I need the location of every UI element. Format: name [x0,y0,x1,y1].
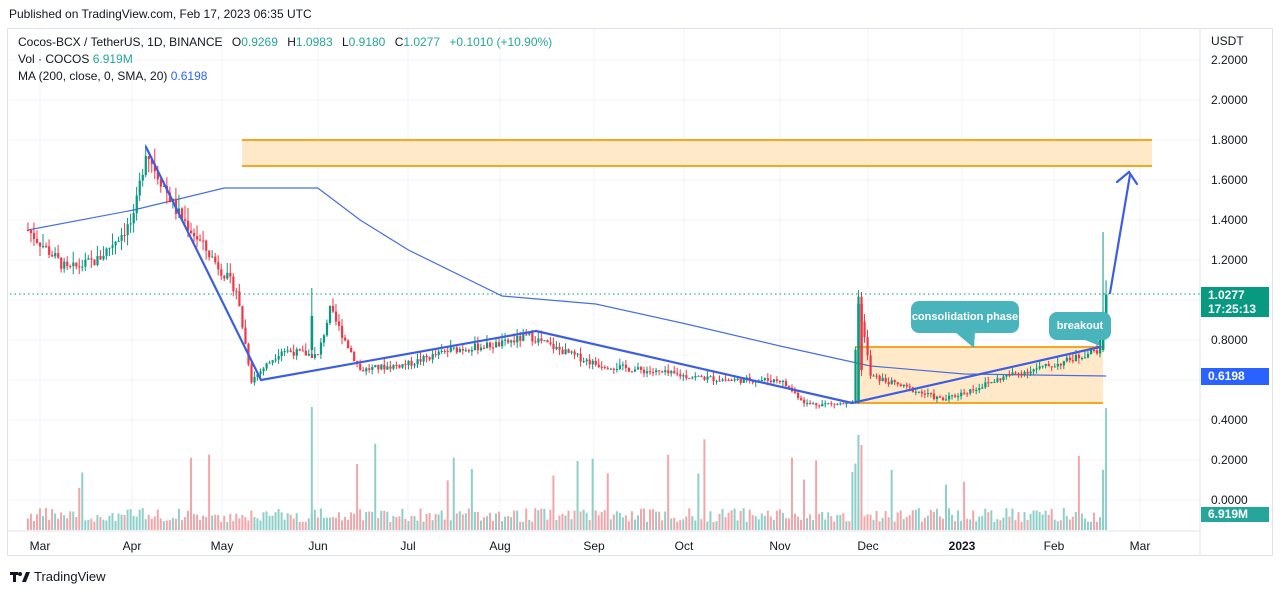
price-tick: 2.2000 [1211,53,1248,67]
footer-brand[interactable]: TradingView [10,569,106,584]
price-tick: 0.4000 [1211,413,1248,427]
footer-brand-text: TradingView [34,569,106,584]
time-tick: Nov [769,539,790,553]
time-tick: Sep [583,539,605,553]
volume-bars [26,407,1108,530]
chart-frame [7,28,1273,556]
time-tick: Jun [308,539,327,553]
price-tick: 0.0000 [1211,493,1248,507]
ma-label[interactable]: MA (200, close, 0, SMA, 20) [18,69,168,83]
time-tick: Feb [1044,539,1065,553]
close-value: 1.0277 [403,35,441,49]
volume-tag: 6.919M [1201,507,1269,522]
last-price-tag: 1.0277 17:25:13 [1201,287,1269,317]
change-value: +0.1010 (+10.90%) [449,35,553,49]
volume-label[interactable]: Vol · COCOS [18,52,90,66]
time-tick: Mar [1130,539,1151,553]
currency-label: USDT [1211,34,1244,48]
trend-lines[interactable] [144,145,1139,405]
symbol-ohlc-row: Cocos-BCX / TetherUS, 1D, BINANCE O0.926… [18,35,553,49]
consolidation-callout[interactable]: consolidation phase [911,301,1019,333]
low-value: 0.9180 [348,35,386,49]
price-tick: 1.6000 [1211,173,1248,187]
time-tick: Mar [30,539,51,553]
time-tick: Dec [857,539,878,553]
grid-lines [8,29,1200,531]
ma-value: 0.6198 [170,69,208,83]
price-tick: 1.4000 [1211,213,1248,227]
high-value: 1.0983 [295,35,333,49]
bar-countdown: 17:25:13 [1208,302,1257,316]
ma-row: MA (200, close, 0, SMA, 20) 0.6198 [18,68,552,85]
volume-row: Vol · COCOS 6.919M [18,51,552,68]
time-tick: Apr [123,539,142,553]
time-axis[interactable]: Mar Apr May Jun Jul Aug Sep Oct Nov Dec 2023 Feb Mar [30,539,1151,553]
price-tick: 0.8000 [1211,333,1248,347]
chart-legend: Cocos-BCX / TetherUS, 1D, BINANCE O0.926… [18,34,552,85]
time-tick: Aug [489,539,510,553]
time-tick: Oct [675,539,694,553]
symbol-title[interactable]: Cocos-BCX / TetherUS, 1D, BINANCE [18,35,223,49]
time-tick: May [211,539,234,553]
tradingview-logo-icon [10,571,30,582]
open-value: 0.9269 [241,35,278,49]
price-tick: 1.2000 [1211,253,1248,267]
price-tick: 0.2000 [1211,453,1248,467]
price-axis[interactable]: 2.2000 2.0000 1.8000 1.6000 1.4000 1.2000 0.80… [1211,53,1248,507]
price-tick: 2.0000 [1211,93,1248,107]
volume-value: 6.919M [92,52,133,66]
ma-price-tag: 0.6198 [1201,368,1269,385]
price-tick: 1.8000 [1211,133,1248,147]
breakout-callout[interactable]: breakout [1049,312,1111,340]
time-tick: 2023 [949,539,976,553]
time-tick: Jul [400,539,415,553]
zones [242,139,1152,404]
published-banner: Published on TradingView.com, Feb 17, 20… [9,7,312,21]
